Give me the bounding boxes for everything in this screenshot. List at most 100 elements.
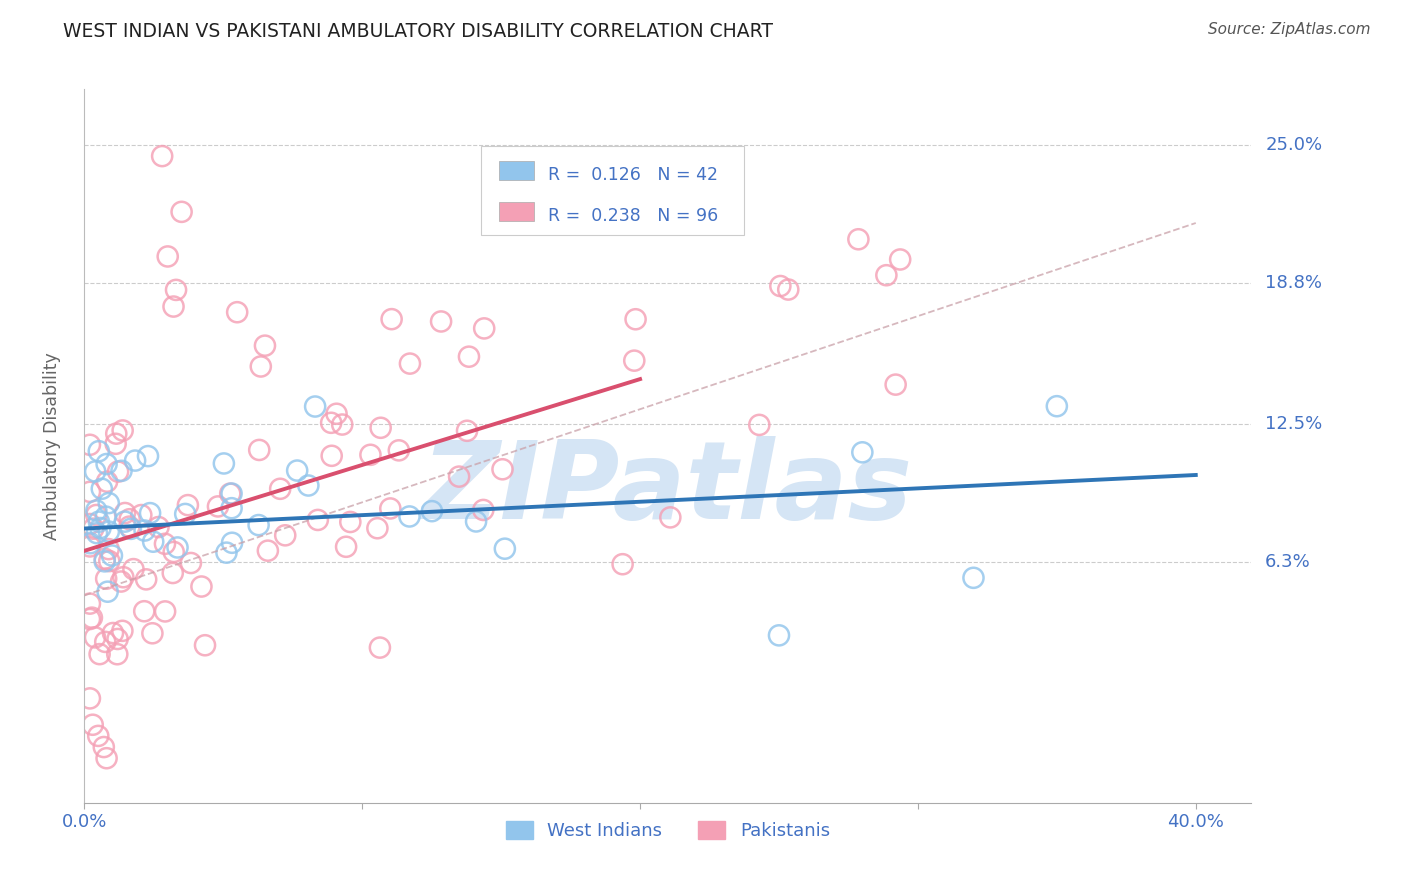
Point: [107, 465, 129, 479]
Point: [93, 554, 115, 568]
Point: [458, 350, 481, 364]
Point: [142, 534, 165, 549]
Point: [166, 541, 188, 555]
Point: [86, 503, 108, 517]
Point: [148, 520, 170, 534]
Point: [472, 321, 495, 335]
Point: [659, 510, 682, 524]
Point: [768, 628, 790, 642]
Point: [97, 524, 120, 539]
Point: [249, 359, 271, 374]
Point: [97, 542, 120, 557]
Point: [136, 449, 159, 463]
Point: [215, 546, 238, 560]
Point: [162, 300, 184, 314]
Text: 6.3%: 6.3%: [1265, 553, 1310, 571]
Point: [96, 572, 118, 586]
Point: [359, 448, 381, 462]
Point: [101, 549, 124, 563]
Point: [84, 465, 107, 479]
Point: [370, 421, 392, 435]
Point: [80, 610, 103, 624]
Point: [122, 562, 145, 576]
Point: [494, 541, 516, 556]
Point: [325, 407, 347, 421]
Point: [269, 482, 291, 496]
Point: [131, 508, 153, 522]
Point: [321, 416, 343, 430]
Point: [398, 509, 420, 524]
Point: [79, 691, 101, 706]
Point: [114, 515, 136, 529]
Point: [98, 554, 121, 568]
Point: [96, 457, 118, 471]
Point: [465, 515, 488, 529]
Point: [420, 504, 443, 518]
Point: [257, 543, 280, 558]
Point: [174, 507, 197, 521]
Point: [274, 528, 297, 542]
Point: [297, 478, 319, 492]
Point: [94, 509, 117, 524]
Point: [381, 312, 404, 326]
Point: [221, 486, 243, 500]
Text: R =  0.126   N = 42: R = 0.126 N = 42: [548, 166, 717, 184]
Point: [884, 377, 907, 392]
Point: [623, 353, 645, 368]
Point: [86, 526, 108, 541]
Point: [190, 580, 212, 594]
Point: [380, 501, 402, 516]
Point: [118, 519, 141, 533]
Point: [79, 484, 101, 499]
Point: [110, 464, 132, 478]
Point: [105, 647, 128, 661]
Point: [335, 540, 357, 554]
Y-axis label: Ambulatory Disability: Ambulatory Disability: [42, 352, 60, 540]
Point: [962, 571, 984, 585]
Point: [330, 417, 353, 432]
Text: 12.5%: 12.5%: [1265, 415, 1323, 433]
Point: [141, 626, 163, 640]
Point: [94, 551, 117, 566]
Point: [118, 512, 141, 526]
Point: [84, 508, 107, 522]
Bar: [499, 202, 534, 221]
Point: [339, 515, 361, 529]
Point: [93, 740, 115, 755]
Text: WEST INDIAN VS PAKISTANI AMBULATORY DISABILITY CORRELATION CHART: WEST INDIAN VS PAKISTANI AMBULATORY DISA…: [63, 22, 773, 41]
Point: [111, 624, 134, 638]
Text: Source: ZipAtlas.com: Source: ZipAtlas.com: [1208, 22, 1371, 37]
Point: [1046, 399, 1069, 413]
Point: [97, 496, 120, 510]
Point: [110, 574, 132, 589]
Point: [491, 462, 513, 476]
Point: [112, 570, 135, 584]
Point: [769, 279, 792, 293]
Point: [134, 604, 156, 618]
Point: [388, 443, 411, 458]
Point: [94, 635, 117, 649]
Point: [120, 522, 142, 536]
Point: [889, 252, 911, 267]
Point: [124, 453, 146, 467]
Point: [165, 283, 187, 297]
Point: [180, 556, 202, 570]
Point: [104, 437, 127, 451]
Point: [153, 537, 176, 551]
Text: R =  0.238   N = 96: R = 0.238 N = 96: [548, 207, 718, 225]
Point: [114, 506, 136, 520]
Point: [368, 640, 391, 655]
Point: [285, 464, 308, 478]
Point: [134, 524, 156, 538]
Text: 25.0%: 25.0%: [1265, 136, 1323, 154]
Point: [96, 475, 118, 489]
Point: [79, 612, 101, 626]
Point: [456, 424, 478, 438]
Point: [156, 249, 179, 263]
Point: [304, 400, 326, 414]
Point: [321, 449, 343, 463]
Point: [96, 751, 118, 765]
Point: [105, 426, 128, 441]
Point: [79, 438, 101, 452]
Point: [875, 268, 897, 283]
